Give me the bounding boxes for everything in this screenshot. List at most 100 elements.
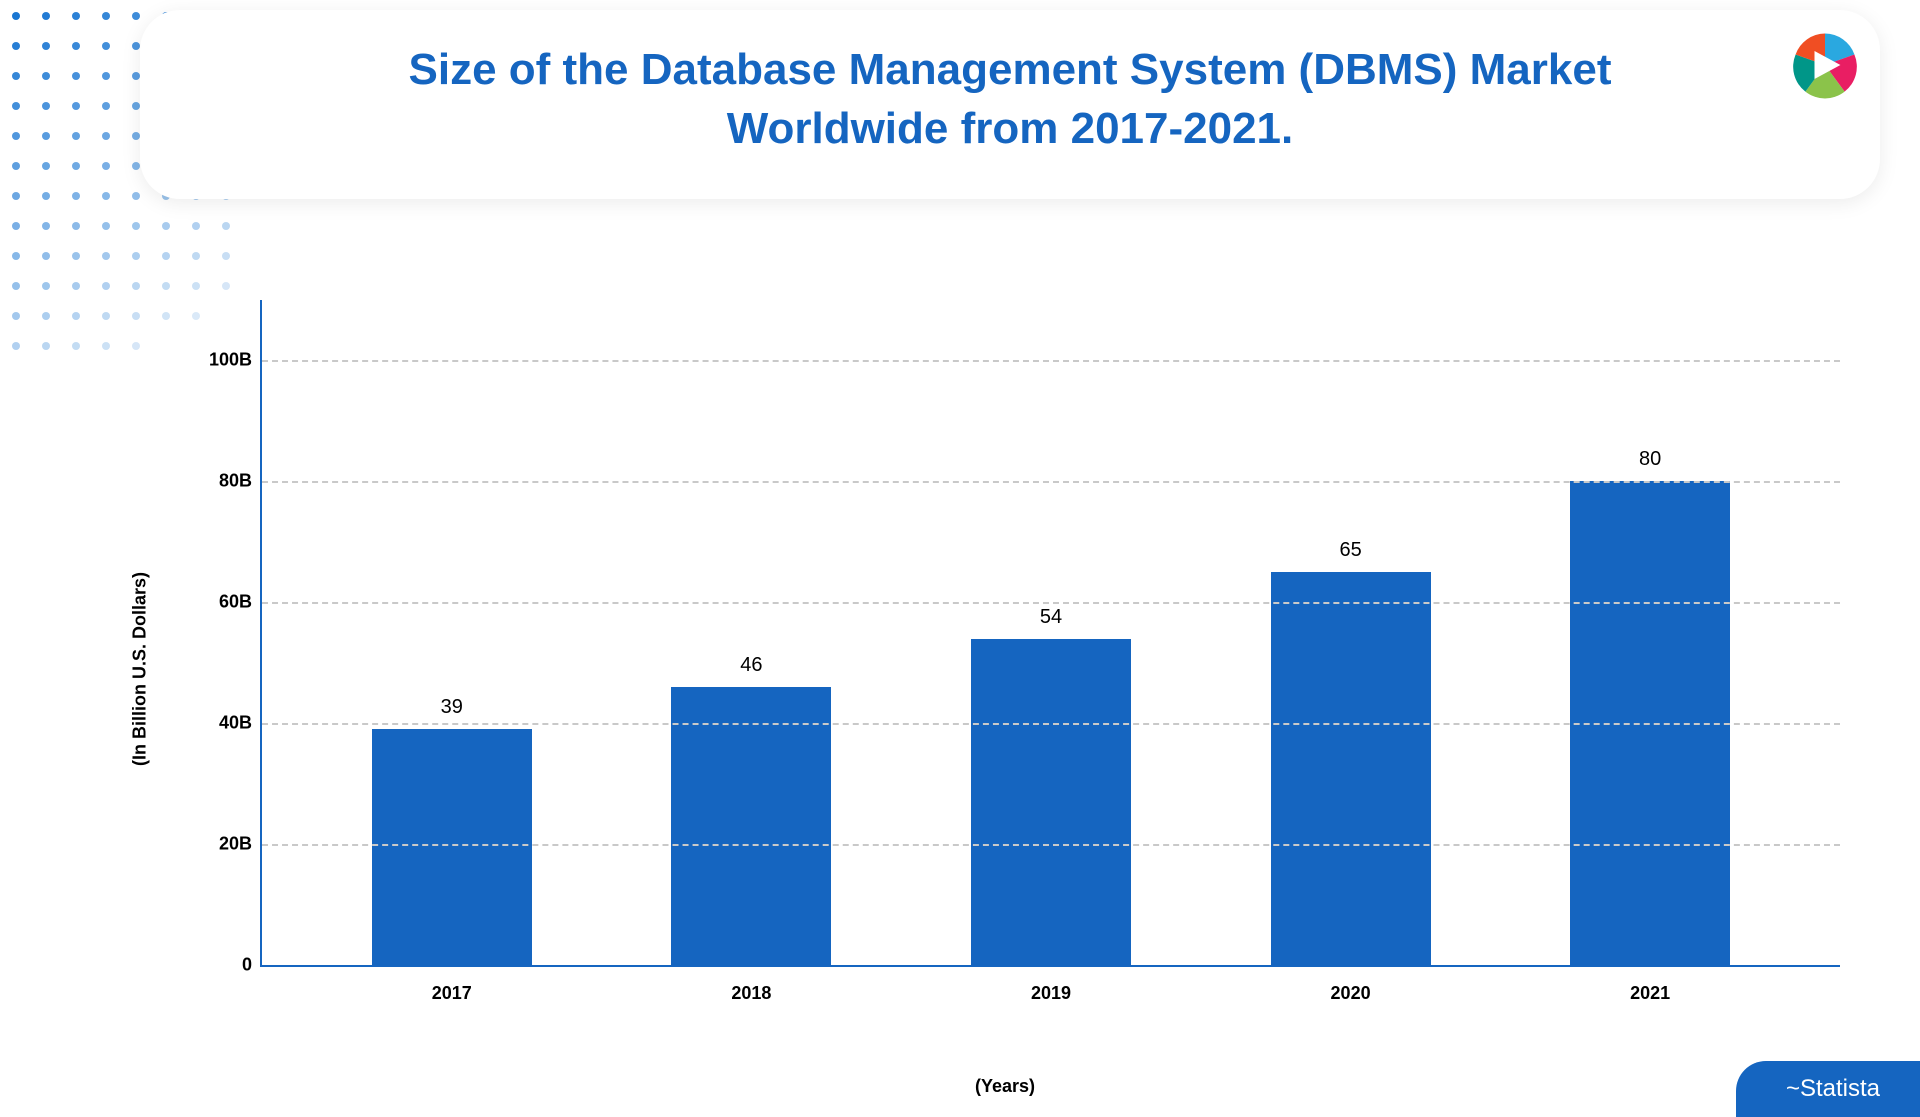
decor-dot: [102, 222, 110, 230]
decor-dot: [132, 342, 140, 350]
x-axis-label: (Years): [975, 1076, 1035, 1097]
gridline: [262, 602, 1840, 604]
gridline: [262, 844, 1840, 846]
decor-dot: [132, 252, 140, 260]
bar-value-label: 80: [1639, 448, 1661, 471]
decor-dot: [102, 312, 110, 320]
bar-value-label: 54: [1040, 606, 1062, 629]
decor-dot: [12, 162, 20, 170]
decor-dot: [222, 282, 230, 290]
decor-dot: [72, 342, 80, 350]
y-tick-label: 100B: [192, 350, 252, 371]
decor-dot: [102, 132, 110, 140]
y-tick-label: 20B: [192, 834, 252, 855]
decor-dot: [42, 282, 50, 290]
y-tick-label: 80B: [192, 471, 252, 492]
decor-dot: [42, 342, 50, 350]
page-title: Size of the Database Management System (…: [340, 40, 1680, 159]
decor-dot: [102, 252, 110, 260]
decor-dot: [162, 252, 170, 260]
decor-dot: [72, 222, 80, 230]
decor-dot: [102, 162, 110, 170]
bar-column: 802021: [1570, 300, 1730, 965]
plot-area: 392017462018542019652020802021 020B40B60…: [260, 300, 1840, 967]
brand-logo-icon: [1790, 30, 1860, 100]
decor-dot: [42, 312, 50, 320]
decor-dot: [42, 222, 50, 230]
decor-dot: [132, 72, 140, 80]
decor-dot: [132, 42, 140, 50]
y-tick-label: 0: [192, 955, 252, 976]
decor-dot: [42, 162, 50, 170]
decor-dot: [132, 132, 140, 140]
decor-dot: [162, 222, 170, 230]
decor-dot: [72, 12, 80, 20]
y-axis-label: (In Billion U.S. Dollars): [130, 571, 151, 765]
bar-category-label: 2021: [1630, 983, 1670, 1004]
decor-dot: [42, 42, 50, 50]
decor-dot: [12, 12, 20, 20]
decor-dot: [102, 102, 110, 110]
decor-dot: [132, 222, 140, 230]
bar-category-label: 2020: [1331, 983, 1371, 1004]
bar-column: 652020: [1271, 300, 1431, 965]
decor-dot: [42, 12, 50, 20]
decor-dot: [132, 282, 140, 290]
y-tick-label: 60B: [192, 592, 252, 613]
decor-dot: [222, 252, 230, 260]
decor-dot: [72, 102, 80, 110]
decor-dot: [12, 102, 20, 110]
decor-dot: [102, 192, 110, 200]
decor-dot: [12, 132, 20, 140]
decor-dot: [12, 72, 20, 80]
gridline: [262, 723, 1840, 725]
decor-dot: [102, 282, 110, 290]
bar-column: 542019: [971, 300, 1131, 965]
decor-dot: [72, 42, 80, 50]
decor-dot: [192, 252, 200, 260]
gridline: [262, 360, 1840, 362]
y-tick-label: 40B: [192, 713, 252, 734]
decor-dot: [42, 252, 50, 260]
decor-dot: [102, 12, 110, 20]
decor-dot: [72, 162, 80, 170]
decor-dot: [72, 252, 80, 260]
bar-value-label: 46: [740, 654, 762, 677]
decor-dot: [12, 312, 20, 320]
decor-dot: [42, 192, 50, 200]
bar: [971, 639, 1131, 965]
decor-dot: [132, 192, 140, 200]
decor-dot: [72, 312, 80, 320]
decor-dot: [192, 222, 200, 230]
bar-column: 392017: [372, 300, 532, 965]
bar-category-label: 2019: [1031, 983, 1071, 1004]
decor-dot: [42, 132, 50, 140]
decor-dot: [222, 222, 230, 230]
title-card: Size of the Database Management System (…: [140, 10, 1880, 199]
decor-dot: [72, 282, 80, 290]
bar: [372, 729, 532, 965]
bar-chart: (In Billion U.S. Dollars) 39201746201854…: [150, 300, 1860, 1037]
decor-dot: [102, 72, 110, 80]
bar-value-label: 39: [441, 696, 463, 719]
decor-dot: [12, 222, 20, 230]
decor-dot: [132, 312, 140, 320]
gridline: [262, 481, 1840, 483]
decor-dot: [132, 162, 140, 170]
decor-dot: [72, 192, 80, 200]
decor-dot: [42, 72, 50, 80]
decor-dot: [192, 282, 200, 290]
decor-dot: [12, 42, 20, 50]
bar-category-label: 2017: [432, 983, 472, 1004]
decor-dot: [162, 282, 170, 290]
decor-dot: [12, 342, 20, 350]
decor-dot: [102, 42, 110, 50]
decor-dot: [12, 252, 20, 260]
source-badge: ~Statista: [1736, 1061, 1920, 1117]
bar-column: 462018: [671, 300, 831, 965]
decor-dot: [12, 282, 20, 290]
decor-dot: [102, 342, 110, 350]
bar-value-label: 65: [1339, 539, 1361, 562]
decor-dot: [132, 12, 140, 20]
decor-dot: [72, 72, 80, 80]
